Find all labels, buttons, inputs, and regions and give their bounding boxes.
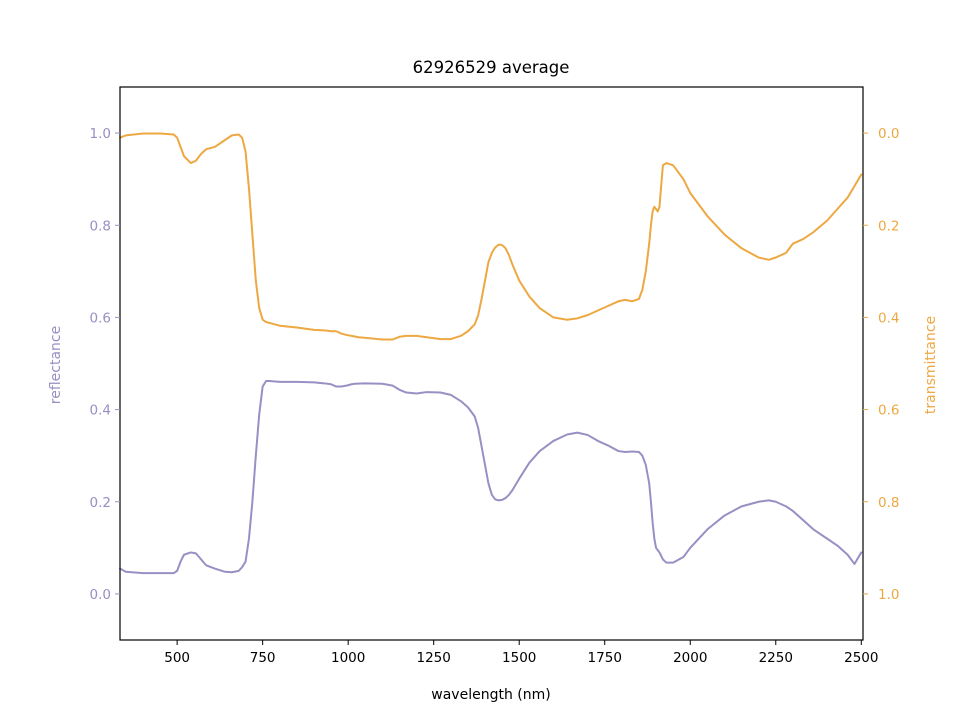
y-left-axis-label: reflectance [48,326,64,404]
x-tick-label: 1250 [417,650,451,666]
x-axis-label: wavelength (nm) [431,687,550,703]
reflectance-series-line [119,380,863,575]
y-right-axis: 0.0 0.2 0.4 0.6 0.8 1.0 [863,126,899,603]
y-left-tick-label: 0.2 [90,495,111,511]
y-right-axis-label: transmittance [923,316,939,414]
series-layer [119,132,863,575]
x-tick-label: 750 [250,650,276,666]
x-tick-label: 2500 [844,650,878,666]
y-right-tick-label: 0.4 [878,310,899,326]
y-left-tick-label: 1.0 [90,126,111,142]
x-tick-label: 1000 [331,650,365,666]
y-left-tick-label: 0.0 [90,587,111,603]
x-tick-label: 500 [164,650,190,666]
x-tick-label: 1500 [502,650,536,666]
y-right-tick-label: 1.0 [878,587,899,603]
x-tick-label: 2000 [673,650,707,666]
y-left-tick-label: 0.8 [90,218,111,234]
y-right-tick-label: 0.6 [878,403,899,419]
transmittance-series-line [119,132,863,341]
x-tick-label: 2250 [759,650,793,666]
x-axis: 500 750 1000 1250 1500 1750 2000 2250 2500 [164,640,878,666]
y-left-tick-label: 0.6 [90,310,111,326]
y-right-tick-label: 0.8 [878,495,899,511]
y-right-tick-label: 0.0 [878,126,899,142]
plot-frame [119,86,864,641]
chart-title: 62926529 average [413,58,570,77]
y-left-axis: 0.0 0.2 0.4 0.6 0.8 1.0 [90,126,120,603]
y-right-tick-label: 0.2 [878,218,899,234]
y-left-tick-label: 0.4 [90,403,111,419]
x-tick-label: 1750 [588,650,622,666]
